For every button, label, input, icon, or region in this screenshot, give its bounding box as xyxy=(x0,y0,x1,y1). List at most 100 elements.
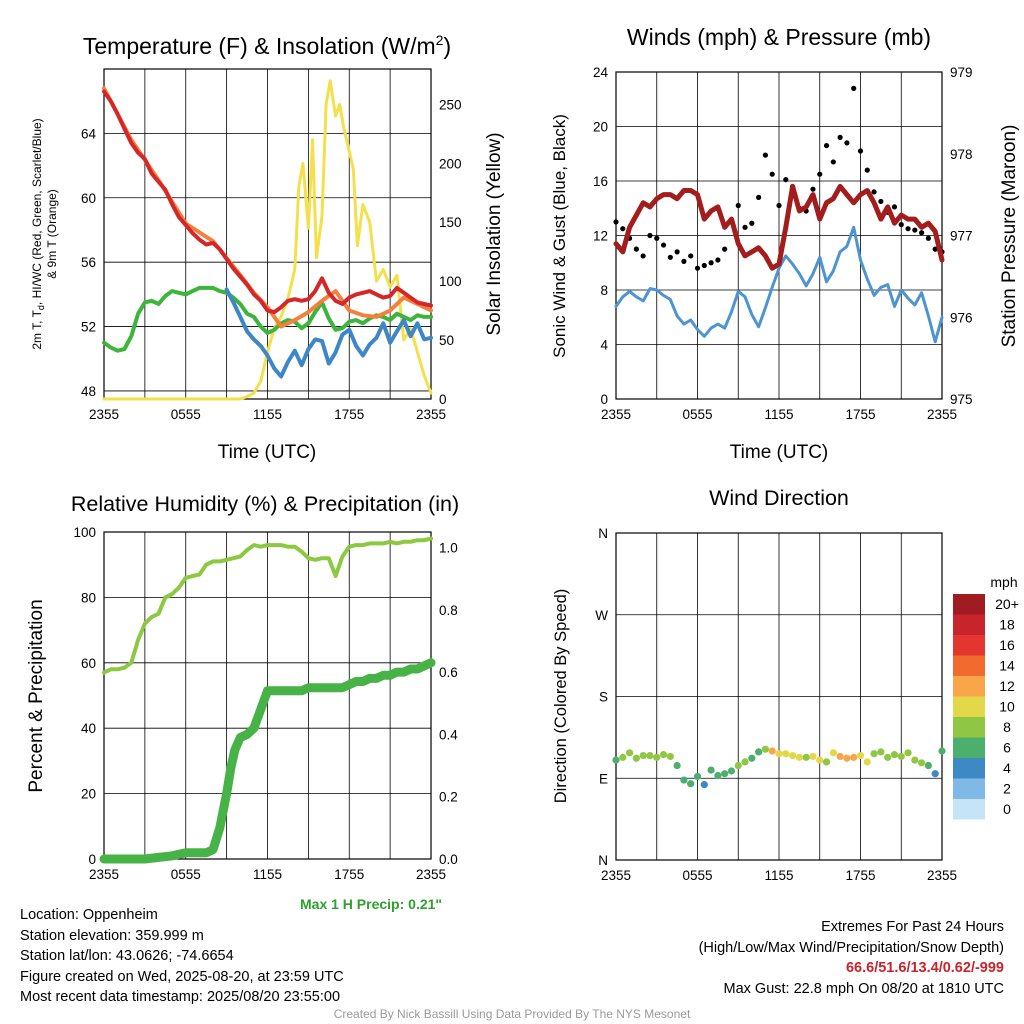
direction-point xyxy=(659,751,668,759)
direction-point xyxy=(931,770,939,778)
temperature-x-label: Time (UTC) xyxy=(218,442,317,463)
y-tick-label: N xyxy=(598,853,608,868)
winds-y-label-left: Sonic Wind & Gust (Blue, Black) xyxy=(550,114,569,358)
gust-point xyxy=(613,219,619,225)
direction-point xyxy=(775,750,783,758)
gust-point xyxy=(749,220,755,226)
gust-point xyxy=(891,204,898,210)
gust-point xyxy=(715,257,721,263)
y-tick-label-right: 200 xyxy=(439,156,462,171)
y-tick-label: 64 xyxy=(81,126,97,141)
direction-point xyxy=(680,776,688,784)
temperature-y-ticks-left: 48 52 56 60 64 xyxy=(81,126,97,399)
direction-point xyxy=(897,752,905,761)
gust-point xyxy=(681,258,687,264)
legend-swatch xyxy=(953,758,985,779)
recent-text: Most recent data timestamp: 2025/08/20 2… xyxy=(20,989,341,1005)
gust-point xyxy=(851,85,857,91)
x-tick-label: 0555 xyxy=(171,867,201,882)
y-tick-label-right: 100 xyxy=(439,274,462,289)
gust-point xyxy=(837,134,843,140)
x-tick-label: 2355 xyxy=(601,868,631,883)
y-tick-label-right: 1.0 xyxy=(439,541,458,556)
extremes-values: 66.6/51.6/13.4/0.62/-999 xyxy=(845,960,1004,976)
winds-x-label: Time (UTC) xyxy=(730,442,829,463)
elevation-text: Station elevation: 359.999 m xyxy=(20,927,204,944)
gust-point xyxy=(647,232,653,239)
gust-point xyxy=(735,202,741,209)
winds-x-ticks: 2355 0555 1155 1755 2355 xyxy=(601,407,957,422)
winds-panel: Winds (mph) & Pressure (mb) 2355 0555 1155… xyxy=(550,24,1020,463)
insolation-line xyxy=(102,79,433,401)
gust-point xyxy=(674,249,680,255)
y-tick-label-right: 250 xyxy=(439,97,462,112)
direction-point xyxy=(884,753,892,761)
temperature-y-label-left-line1: 2m T, Td, HI/WC (Red, Green, Scarlet/Blu… xyxy=(30,118,46,349)
direction-point xyxy=(863,758,871,766)
direction-point xyxy=(755,748,763,756)
direction-point xyxy=(816,756,824,764)
direction-point xyxy=(904,749,912,757)
pressure-line xyxy=(613,183,945,271)
temperature-title: Temperature (F) & Insolation (W/m2) xyxy=(83,32,451,59)
x-tick-label: 2355 xyxy=(927,868,957,883)
y-tick-label: 60 xyxy=(81,656,96,671)
direction-point xyxy=(843,754,851,762)
direction-point xyxy=(721,770,729,778)
humidity-title: Relative Humidity (%) & Precipitation (i… xyxy=(71,492,459,516)
winds-grid xyxy=(616,71,942,400)
gust-point xyxy=(857,148,864,154)
gust-point xyxy=(640,253,646,259)
direction-title: Wind Direction xyxy=(709,486,849,510)
direction-point xyxy=(836,752,844,761)
direction-point xyxy=(687,780,695,788)
gust-point xyxy=(783,177,789,183)
direction-point xyxy=(829,749,837,757)
gust-point xyxy=(688,253,694,259)
winds-title: Winds (mph) & Pressure (mb) xyxy=(627,24,931,50)
humidity-y-label-left: Percent & Precipitation xyxy=(26,599,47,792)
gust-point xyxy=(898,222,904,228)
direction-point xyxy=(714,771,722,780)
extremes-subtitle: (High/Low/Max Wind/Precipitation/Snow De… xyxy=(698,939,1004,956)
y-tick-label-right: 50 xyxy=(439,333,454,348)
x-tick-label: 0555 xyxy=(682,407,712,422)
direction-point xyxy=(619,753,627,761)
gust-point xyxy=(762,152,769,158)
gust-point xyxy=(830,159,836,165)
humidity-panel: Relative Humidity (%) & Precipitation (i… xyxy=(26,492,459,882)
x-tick-label: 1155 xyxy=(764,407,793,422)
gust-point xyxy=(722,246,728,252)
legend-swatch xyxy=(953,614,985,635)
max-gust-text: Max Gust: 22.8 mph On 08/20 at 1810 UTC xyxy=(723,980,1004,997)
sonic-wind-line xyxy=(614,225,944,344)
x-tick-label: 1155 xyxy=(253,407,282,422)
temperature-grid xyxy=(104,69,431,399)
gust-point xyxy=(905,226,911,232)
x-tick-label: 2355 xyxy=(416,867,446,882)
direction-point xyxy=(700,781,708,789)
legend-label: 12 xyxy=(999,678,1015,694)
y-tick-label: 8 xyxy=(600,283,608,298)
direction-point xyxy=(924,761,933,770)
gust-point xyxy=(912,227,918,233)
legend-swatch xyxy=(953,696,985,717)
y-tick-label: 40 xyxy=(81,721,96,736)
gust-point xyxy=(817,171,823,177)
x-tick-label: 1755 xyxy=(845,407,875,422)
x-tick-label: 2355 xyxy=(89,867,119,882)
direction-point xyxy=(646,751,654,760)
y-tick-label: 56 xyxy=(81,255,96,270)
y-tick-label: 60 xyxy=(81,191,96,206)
direction-point xyxy=(741,758,749,766)
legend-label: 14 xyxy=(999,658,1015,674)
humidity-y-ticks-right: 0.0 0.2 0.4 0.6 0.8 1.0 xyxy=(439,541,458,867)
direction-point xyxy=(666,752,674,761)
gust-point xyxy=(932,246,938,252)
direction-grid xyxy=(616,532,942,861)
humidity-series xyxy=(99,536,436,864)
legend-title: mph xyxy=(990,574,1017,590)
direction-point xyxy=(938,747,946,755)
direction-point xyxy=(707,766,715,774)
legend-label: 6 xyxy=(1003,740,1011,756)
